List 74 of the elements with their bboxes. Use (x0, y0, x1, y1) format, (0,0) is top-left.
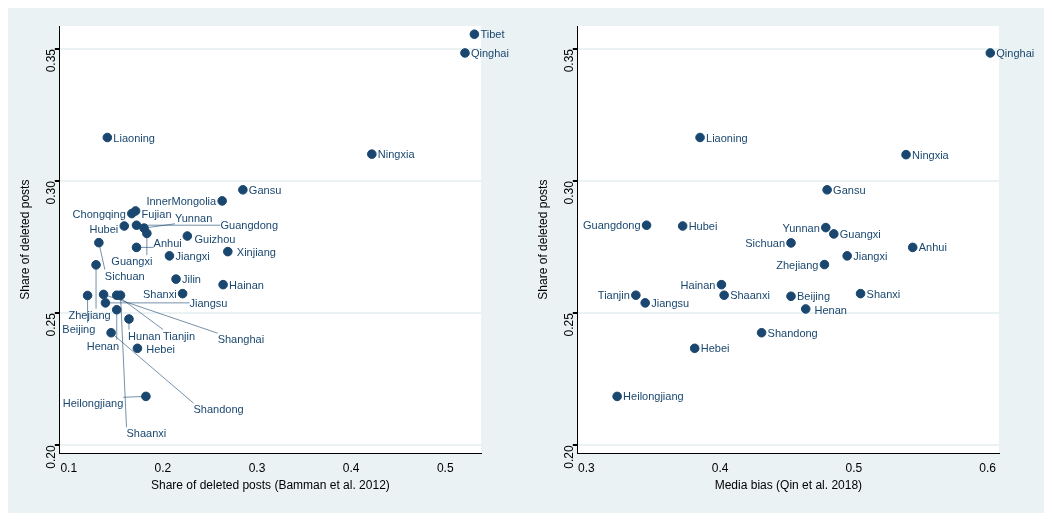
annotation: Beijing (62, 322, 96, 335)
x-tick-label: 0.5 (845, 460, 863, 475)
x-tick-label: 0.5 (436, 460, 454, 475)
annotation: Jiangsu (189, 296, 228, 309)
annotation: Anhui (918, 241, 947, 254)
annotation: Tianjin (597, 289, 630, 302)
annotation: Hunan (128, 329, 161, 342)
x-tick-label: 0.3 (578, 460, 596, 475)
annotation: Tibet (480, 28, 505, 41)
annotation: Hainan (229, 278, 264, 291)
y-tick-label: 0.35 (562, 48, 577, 73)
y-axis-title: Share of deleted posts (535, 179, 550, 300)
annotation: Tianjin (163, 329, 196, 342)
y-tick-label: 0.35 (44, 48, 59, 73)
annotation: Guangdong (220, 219, 279, 232)
annotation: Ningxia (912, 148, 950, 161)
annotation: Shanxi (866, 287, 901, 300)
x-axis-title: Share of deleted posts (Bamman et al. 2012) (150, 478, 390, 493)
annotation: Gansu (833, 183, 866, 196)
annotation: Liaoning (113, 131, 155, 144)
annotation: Chongqing (72, 207, 126, 220)
y-tick-label: 0.20 (44, 444, 59, 469)
annotation: Hebei (700, 342, 730, 355)
x-tick-label: 0.6 (979, 460, 997, 475)
y-tick-label: 0.25 (44, 312, 59, 337)
annotation: Henan (814, 304, 847, 317)
annotation: Shanghai (217, 333, 265, 346)
annotation: Qinghai (471, 46, 509, 59)
annotation: Anhui (153, 236, 182, 249)
x-tick-label: 0.4 (342, 460, 360, 475)
annotation: Ningxia (377, 148, 416, 161)
annotation: Zhejiang (776, 258, 819, 271)
annotation: Guangdong (583, 219, 641, 232)
annotation: Sichuan (104, 269, 145, 282)
annotation: Xinjiang (236, 245, 276, 258)
x-tick-label: 0.2 (154, 460, 172, 475)
annotation: Yunnan (174, 211, 213, 224)
annotation: Guangxi (111, 255, 153, 268)
x-tick-label: 0.4 (711, 460, 729, 475)
y-tick-label: 0.20 (562, 444, 577, 469)
annotation: Shaanxi (730, 289, 770, 302)
annotation: Beijing (797, 290, 831, 303)
y-axis-title: Share of deleted posts (17, 179, 32, 300)
annotation: Yunnan (782, 221, 820, 234)
annotation: Guangxi (839, 227, 881, 240)
annotation: Qinghai (996, 46, 1035, 59)
annotation: Sichuan (745, 236, 786, 249)
annotation: Henan (86, 339, 120, 352)
annotation: Hainan (680, 278, 716, 291)
y-tick-label: 0.30 (44, 180, 59, 205)
annotation: Shandong (193, 403, 244, 416)
y-tick-label: 0.30 (562, 180, 577, 205)
annotation: Heilongjiang (62, 397, 124, 410)
annotation: Jiangxi (853, 249, 888, 262)
y-tick-label: 0.25 (562, 312, 577, 337)
annotation: Shaanxi (126, 427, 167, 440)
x-tick-label: 0.1 (60, 460, 78, 475)
annotation: InnerMongolia (146, 194, 218, 207)
annotation: Jiangsu (651, 296, 690, 309)
annotation: Shanxi (143, 287, 177, 300)
annotation: Liaoning (706, 131, 748, 144)
annotation: Zhejiang (68, 308, 111, 321)
annotation: Heilongjiang (623, 390, 684, 403)
annotation: Hubei (688, 220, 718, 233)
annotation: Gansu (248, 183, 282, 196)
annotation: Jiangxi (175, 249, 210, 262)
annotation: Hubei (89, 223, 119, 236)
x-axis-title: Media bias (Qin et al. 2018) (714, 478, 863, 493)
x-tick-label: 0.3 (248, 460, 266, 475)
annotation: Fujian (141, 207, 172, 220)
annotation: Shandong (767, 326, 818, 339)
annotation: Jilin (182, 273, 201, 286)
annotation: Guizhou (194, 232, 236, 245)
annotation: Hebei (146, 343, 175, 356)
